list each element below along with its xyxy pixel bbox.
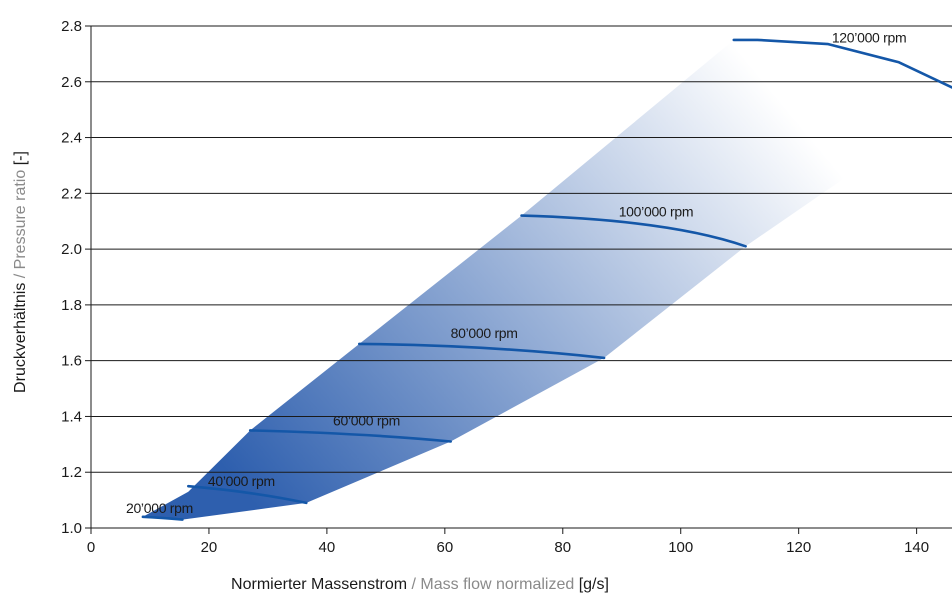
x-tick-label: 40 (319, 539, 336, 556)
y-axis-title: Druckverhältnis / Pressure ratio [-] (12, 151, 29, 393)
gridlines (91, 25, 952, 529)
axes: 1.0 1.2 1.4 1.6 1.8 2.0 2.2 2.4 2.6 2.8 0 20 40 60 80 1… (61, 18, 952, 556)
speed-label: 120’000 rpm (832, 30, 907, 46)
speed-lines (141, 38, 952, 521)
y-tick-label: 1.8 (61, 297, 82, 314)
speed-line (141, 515, 184, 521)
speed-line (520, 214, 747, 248)
x-tick-label: 140 (904, 539, 929, 556)
speed-label: 60’000 rpm (333, 412, 400, 428)
x-tick-label: 60 (436, 539, 453, 556)
x-tick-label: 120 (786, 539, 811, 556)
y-tick-label: 2.0 (61, 241, 82, 258)
x-tick-label: 80 (554, 539, 571, 556)
speed-label: 40’000 rpm (208, 473, 275, 489)
y-tick-label: 2.6 (61, 74, 82, 91)
speed-line (187, 484, 308, 505)
x-axis-title: Normierter Massenstrom / Mass flow norma… (231, 576, 609, 593)
y-tick-label: 1.2 (61, 464, 82, 481)
operating-region-area (142, 39, 952, 520)
y-tick-label: 2.2 (61, 185, 82, 202)
x-tick-label: 100 (668, 539, 693, 556)
speed-line (358, 342, 606, 360)
speed-line (732, 38, 952, 89)
operating-region (142, 39, 952, 520)
speed-label: 20’000 rpm (126, 500, 193, 516)
y-tick-label: 1.4 (61, 408, 82, 425)
speed-label: 80’000 rpm (451, 325, 518, 341)
speed-line (248, 429, 452, 443)
x-tick-label: 20 (201, 539, 218, 556)
y-tick-label: 2.4 (61, 130, 82, 147)
y-tick-label: 1.6 (61, 353, 82, 370)
speed-label: 100’000 rpm (619, 203, 694, 219)
y-tick-label: 2.8 (61, 18, 82, 35)
speed-labels: 20’000 rpm 40’000 rpm 60’000 rpm 80’000 rpm… (126, 30, 907, 516)
x-tick-label: 0 (87, 539, 95, 556)
y-tick-label: 1.0 (61, 520, 82, 537)
